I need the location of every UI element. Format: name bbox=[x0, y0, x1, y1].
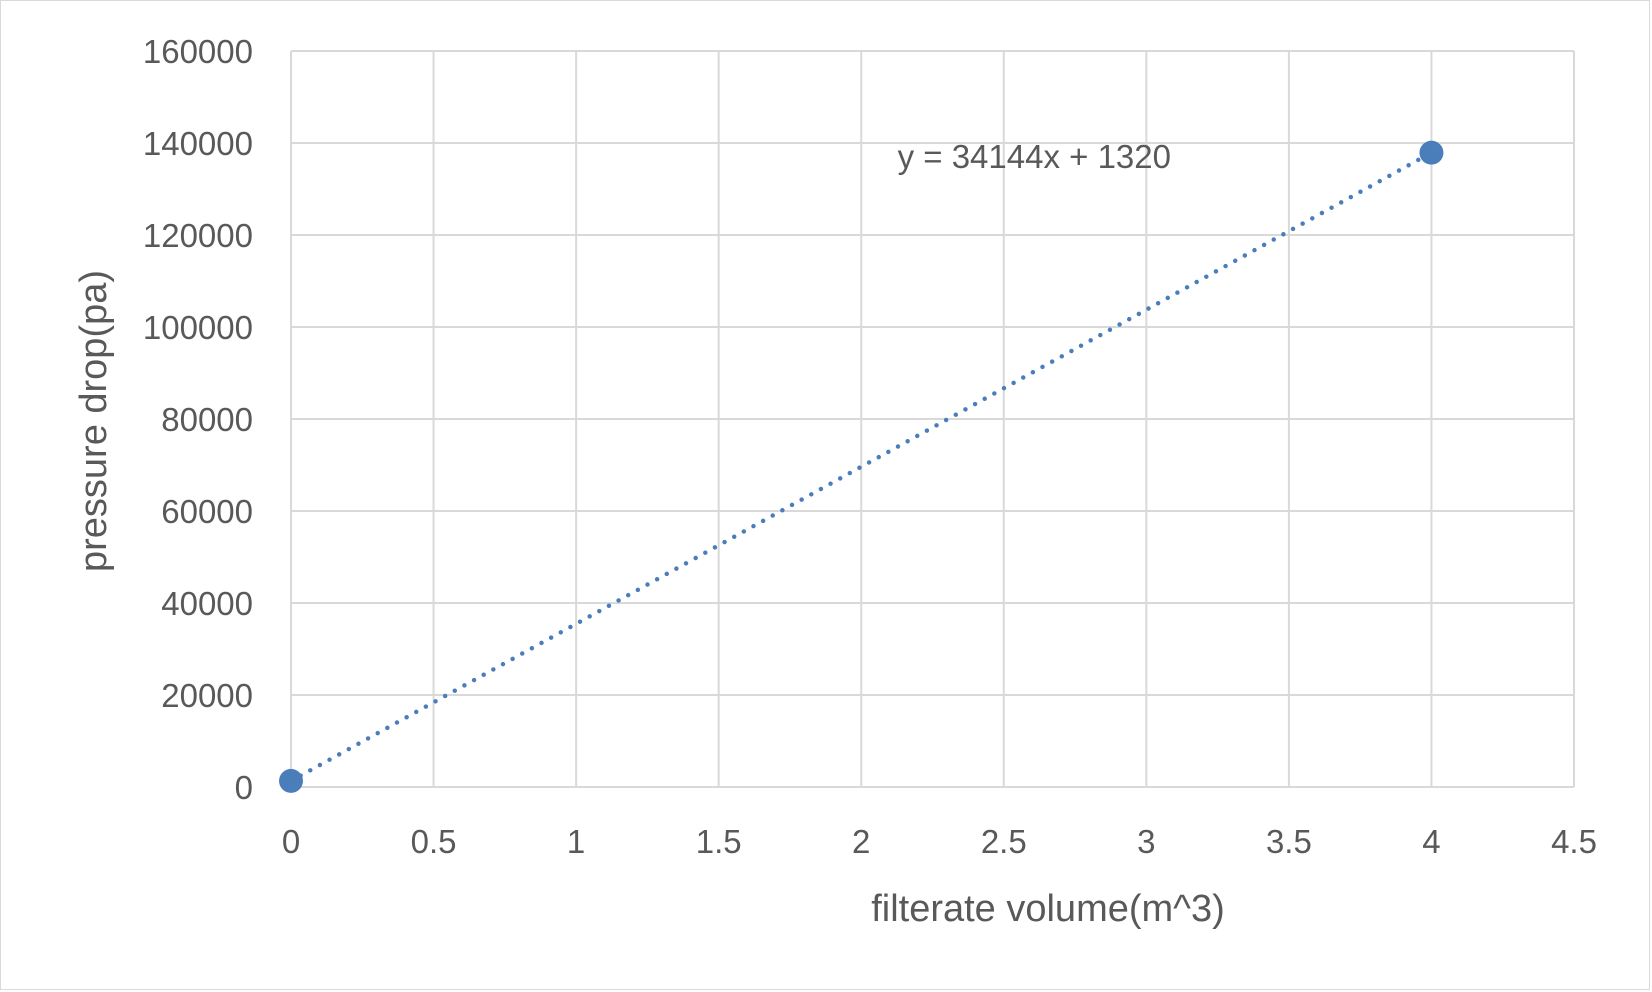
y-tick-label: 140000 bbox=[143, 125, 253, 162]
trendline-layer bbox=[288, 150, 1434, 784]
x-tick-label: 1 bbox=[567, 823, 585, 860]
y-tick-label: 160000 bbox=[143, 33, 253, 70]
data-point-layer bbox=[279, 140, 1444, 793]
y-tick-label: 40000 bbox=[161, 585, 253, 622]
trendline bbox=[288, 150, 1434, 784]
data-point bbox=[1419, 140, 1444, 165]
x-tick-label: 3 bbox=[1137, 823, 1155, 860]
y-tick-label: 80000 bbox=[161, 401, 253, 438]
y-tick-label: 20000 bbox=[161, 677, 253, 714]
x-tick-label: 3.5 bbox=[1266, 823, 1312, 860]
x-tick-label: 4 bbox=[1422, 823, 1440, 860]
trendline-equation-label: y = 34144x + 1320 bbox=[898, 138, 1171, 175]
x-tick-label: 2 bbox=[852, 823, 870, 860]
x-axis-title: filterate volume(m^3) bbox=[871, 888, 1225, 930]
tick-label-layer: 0 20000 40000 60000 80000 100000 120000 140000 1… bbox=[143, 33, 1597, 860]
x-tick-label: 2.5 bbox=[981, 823, 1027, 860]
y-tick-label: 120000 bbox=[143, 217, 253, 254]
grid-layer bbox=[290, 50, 1575, 788]
y-tick-label: 0 bbox=[235, 769, 253, 806]
y-axis-title: pressure drop(pa) bbox=[73, 270, 115, 572]
x-tick-label: 1.5 bbox=[696, 823, 742, 860]
data-point bbox=[279, 768, 303, 793]
x-tick-label: 0 bbox=[282, 823, 300, 860]
y-tick-label: 100000 bbox=[143, 309, 253, 346]
y-tick-label: 60000 bbox=[161, 493, 253, 530]
x-tick-label: 4.5 bbox=[1551, 823, 1597, 860]
x-tick-label: 0.5 bbox=[411, 823, 457, 860]
